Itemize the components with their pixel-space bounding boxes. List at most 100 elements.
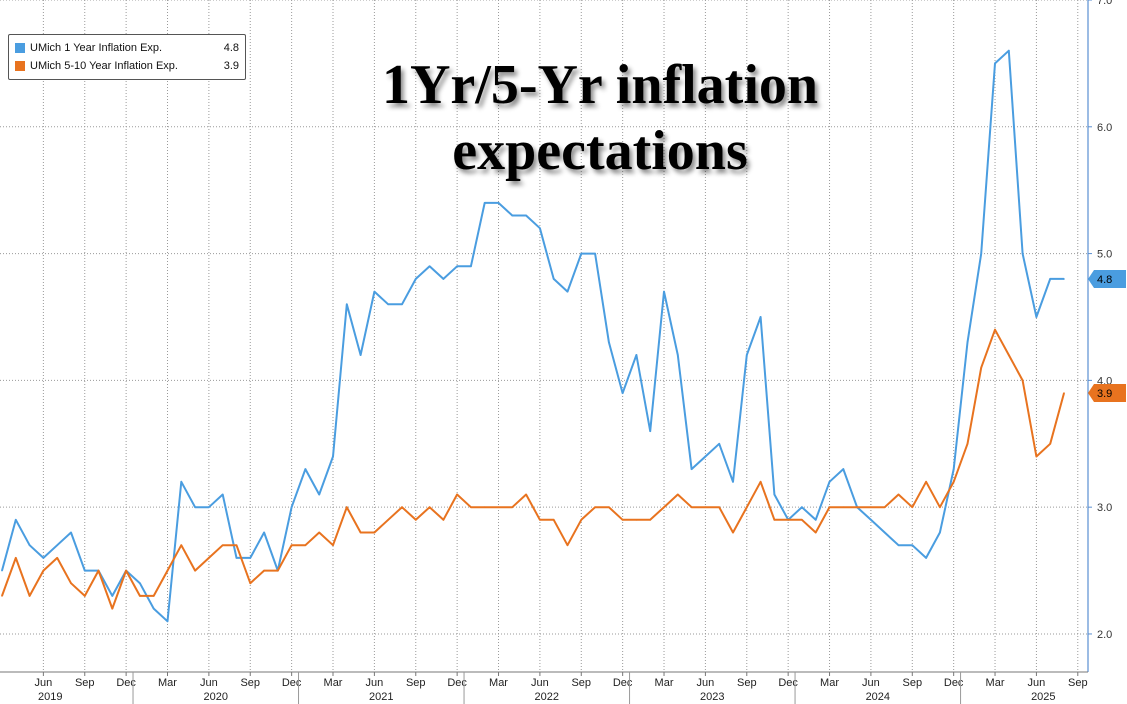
series-0-point — [677, 354, 679, 356]
x-tick-label: Sep — [1068, 677, 1088, 689]
series-0-point — [883, 531, 886, 534]
last-value-tag-1 — [1088, 384, 1126, 403]
series-1-point — [773, 519, 776, 521]
series-0-point — [690, 468, 693, 470]
series-lines — [1, 49, 1065, 623]
series-0-point — [635, 354, 638, 356]
y-tick-label: 3.0 — [1097, 502, 1112, 514]
chart-title-line-2: expectations — [452, 120, 748, 182]
series-0-point — [814, 519, 817, 521]
series-0-point — [1049, 278, 1052, 280]
series-1-point — [208, 557, 210, 559]
x-tick-label: Jun — [366, 677, 384, 689]
legend-label-1yr: UMich 1 Year Inflation Exp. — [30, 42, 163, 54]
series-1-point — [1, 595, 3, 597]
x-tick-label: Mar — [324, 677, 343, 689]
series-0-point — [718, 442, 720, 445]
y-tick-label: 2.0 — [1097, 629, 1112, 641]
series-0-point — [401, 303, 403, 306]
series-0-point — [649, 430, 652, 432]
x-tick-label: Jun — [35, 677, 53, 689]
series-0-point — [539, 227, 541, 230]
grid — [0, 0, 1088, 672]
series-1-point — [235, 544, 238, 547]
series-1-point — [552, 519, 555, 521]
series-0-point — [952, 468, 955, 470]
year-label: 2022 — [535, 691, 559, 703]
series-0-point — [732, 481, 734, 483]
series-0-point — [745, 354, 748, 356]
series-0-point — [290, 506, 293, 508]
series-1-point — [566, 544, 569, 547]
series-1-point — [221, 544, 224, 547]
series-1-point — [828, 506, 831, 508]
series-line-0 — [1, 49, 1064, 623]
series-0-point — [580, 252, 583, 255]
series-0-point — [263, 531, 265, 534]
series-1-point — [745, 506, 748, 508]
series-0-point — [180, 481, 183, 483]
year-label: 2024 — [866, 691, 890, 703]
series-0-point — [442, 278, 445, 280]
series-1-point — [42, 569, 45, 572]
series-0-point — [14, 519, 17, 521]
series-0-point — [566, 290, 569, 293]
series-0-point — [497, 202, 500, 204]
x-tick-label: Mar — [820, 677, 839, 689]
chart-title-line-1: 1Yr/5-Yr inflation — [381, 54, 819, 116]
x-tick-label: Dec — [944, 677, 964, 689]
x-tick-label: Mar — [489, 677, 508, 689]
series-0-point — [221, 493, 224, 496]
series-1-point — [483, 506, 486, 508]
series-1-point — [718, 506, 720, 508]
series-0-point — [842, 468, 845, 470]
legend-entry-5-10yr: UMich 5-10 Year Inflation Exp. 3.9 — [15, 57, 239, 75]
series-1-point — [14, 557, 17, 559]
year-label: 2020 — [204, 691, 228, 703]
series-1-point — [580, 519, 583, 521]
series-0-point — [373, 290, 376, 293]
series-1-point — [1021, 379, 1024, 382]
series-1-point — [428, 506, 431, 508]
series-1-point — [346, 506, 348, 508]
series-0-point — [525, 214, 527, 217]
series-1-point — [304, 544, 307, 547]
year-label: 2023 — [700, 691, 724, 703]
series-1-point — [318, 531, 321, 534]
series-1-point — [387, 519, 389, 521]
x-tick-label: Dec — [447, 677, 467, 689]
series-1-point — [97, 569, 100, 572]
series-0-point — [28, 544, 31, 547]
y-tick-label: 5.0 — [1097, 249, 1112, 261]
series-0-point — [152, 607, 155, 610]
series-0-point — [870, 519, 872, 521]
legend-label-5-10yr: UMich 5-10 Year Inflation Exp. — [30, 60, 178, 72]
series-1-point — [787, 519, 789, 521]
series-0-point — [139, 582, 141, 585]
year-label: 2019 — [38, 691, 62, 703]
series-1-point — [883, 506, 886, 508]
series-0-point — [939, 531, 941, 534]
series-1-point — [952, 481, 955, 483]
series-0-point — [1, 569, 3, 572]
series-1-point — [814, 531, 817, 534]
series-0-point — [359, 354, 362, 356]
series-1-point — [870, 506, 872, 508]
series-1-point — [608, 506, 610, 508]
series-0-point — [387, 303, 389, 306]
series-0-point — [1008, 49, 1010, 52]
series-0-point — [594, 252, 596, 255]
x-tick-label: Sep — [902, 677, 922, 689]
series-0-point — [166, 620, 169, 623]
series-1-point — [28, 595, 31, 597]
x-tick-label: Mar — [655, 677, 674, 689]
x-tick-label: Sep — [75, 677, 95, 689]
series-1-point — [139, 595, 141, 597]
x-tick-label: Mar — [986, 677, 1005, 689]
series-0-point — [42, 557, 45, 559]
last-value-label-1: 3.9 — [1097, 388, 1112, 400]
x-tick-label: Dec — [282, 677, 302, 689]
series-0-point — [759, 316, 762, 318]
series-0-point — [801, 506, 803, 508]
series-0-point — [1021, 252, 1024, 255]
